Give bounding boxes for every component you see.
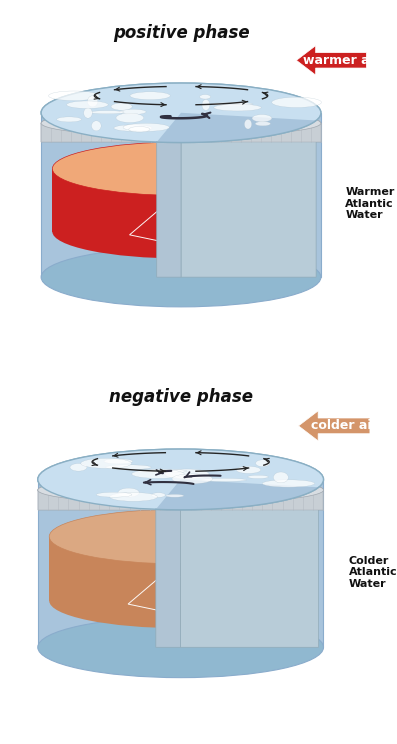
Ellipse shape xyxy=(236,466,261,473)
Ellipse shape xyxy=(245,119,252,129)
Ellipse shape xyxy=(49,509,312,564)
Ellipse shape xyxy=(116,113,144,123)
Ellipse shape xyxy=(41,110,321,137)
Ellipse shape xyxy=(106,465,151,469)
Polygon shape xyxy=(38,479,324,647)
Ellipse shape xyxy=(274,472,288,483)
Ellipse shape xyxy=(67,101,108,109)
Ellipse shape xyxy=(104,459,133,464)
Ellipse shape xyxy=(41,110,321,137)
Polygon shape xyxy=(129,181,294,246)
Ellipse shape xyxy=(172,474,212,484)
Polygon shape xyxy=(41,113,321,277)
Ellipse shape xyxy=(52,205,310,258)
Ellipse shape xyxy=(57,117,81,122)
Ellipse shape xyxy=(252,115,272,122)
Polygon shape xyxy=(41,124,321,142)
Ellipse shape xyxy=(38,476,324,504)
Text: Colder
Atlantic
Water: Colder Atlantic Water xyxy=(349,556,397,589)
Ellipse shape xyxy=(119,109,146,115)
Ellipse shape xyxy=(38,449,324,510)
Polygon shape xyxy=(157,113,181,277)
Ellipse shape xyxy=(41,83,321,143)
Ellipse shape xyxy=(111,103,132,110)
Polygon shape xyxy=(156,479,319,510)
Ellipse shape xyxy=(41,248,321,307)
Text: Warmer
Atlantic
Water: Warmer Atlantic Water xyxy=(345,187,395,220)
Polygon shape xyxy=(128,549,296,615)
Ellipse shape xyxy=(110,493,157,501)
Ellipse shape xyxy=(81,458,131,469)
Ellipse shape xyxy=(38,476,324,504)
Polygon shape xyxy=(41,124,321,142)
Ellipse shape xyxy=(49,574,312,628)
Ellipse shape xyxy=(165,469,209,479)
Ellipse shape xyxy=(152,493,165,498)
Polygon shape xyxy=(297,45,366,75)
Ellipse shape xyxy=(87,96,98,107)
Ellipse shape xyxy=(141,469,187,473)
Ellipse shape xyxy=(52,142,310,196)
Polygon shape xyxy=(157,113,316,143)
Ellipse shape xyxy=(118,488,139,497)
Ellipse shape xyxy=(70,464,87,471)
Ellipse shape xyxy=(200,94,211,99)
Polygon shape xyxy=(38,490,324,510)
Ellipse shape xyxy=(84,108,92,118)
Ellipse shape xyxy=(123,124,169,132)
Ellipse shape xyxy=(201,478,247,481)
Ellipse shape xyxy=(272,97,322,108)
Ellipse shape xyxy=(38,617,324,678)
Polygon shape xyxy=(49,536,312,601)
Polygon shape xyxy=(52,169,310,231)
Ellipse shape xyxy=(256,460,270,466)
Polygon shape xyxy=(156,479,319,510)
Ellipse shape xyxy=(130,92,170,100)
Ellipse shape xyxy=(90,111,124,114)
Ellipse shape xyxy=(166,494,184,497)
Ellipse shape xyxy=(255,121,270,126)
Ellipse shape xyxy=(262,480,315,487)
Polygon shape xyxy=(38,490,324,510)
Ellipse shape xyxy=(114,125,152,131)
Ellipse shape xyxy=(211,103,253,106)
Text: negative phase: negative phase xyxy=(109,388,252,406)
Ellipse shape xyxy=(248,475,269,478)
Ellipse shape xyxy=(129,126,150,132)
Polygon shape xyxy=(181,113,316,277)
Ellipse shape xyxy=(96,493,132,497)
Ellipse shape xyxy=(41,83,321,143)
Ellipse shape xyxy=(38,449,324,510)
Polygon shape xyxy=(156,479,181,647)
Polygon shape xyxy=(299,411,370,441)
Text: warmer air: warmer air xyxy=(303,54,380,67)
Ellipse shape xyxy=(214,104,261,111)
Text: positive phase: positive phase xyxy=(113,24,249,42)
Ellipse shape xyxy=(202,100,210,110)
Ellipse shape xyxy=(132,469,184,478)
Polygon shape xyxy=(157,113,316,143)
Ellipse shape xyxy=(48,91,99,100)
Polygon shape xyxy=(181,479,319,647)
Text: colder air: colder air xyxy=(311,420,377,432)
Ellipse shape xyxy=(92,121,101,131)
